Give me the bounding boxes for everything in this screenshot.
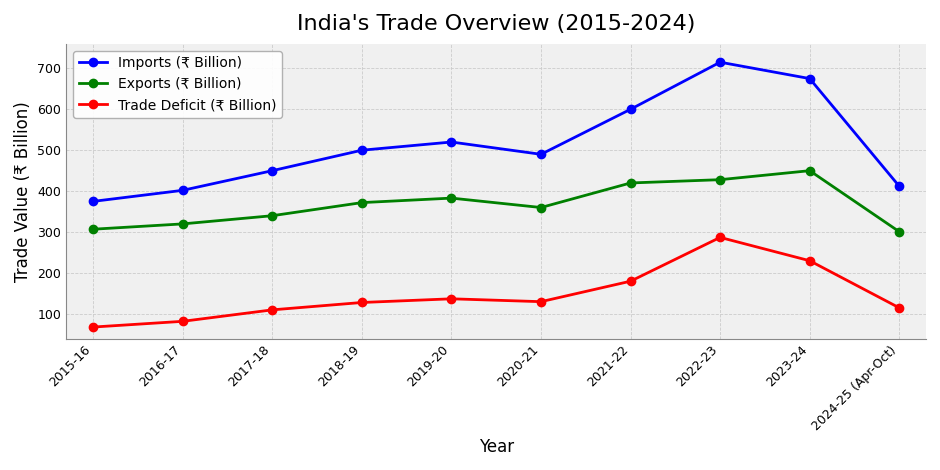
Line: Exports (₹ Billion): Exports (₹ Billion) bbox=[89, 166, 903, 236]
Imports (₹ Billion) bbox=[177, 188, 188, 193]
Imports (₹ Billion) bbox=[446, 139, 457, 145]
Trade Deficit (₹ Billion) bbox=[536, 299, 547, 305]
Exports (₹ Billion) bbox=[87, 227, 99, 232]
X-axis label: Year: Year bbox=[478, 438, 514, 456]
Exports (₹ Billion) bbox=[894, 229, 905, 235]
Imports (₹ Billion) bbox=[356, 148, 368, 153]
Trade Deficit (₹ Billion) bbox=[87, 324, 99, 330]
Imports (₹ Billion) bbox=[714, 59, 726, 65]
Line: Imports (₹ Billion): Imports (₹ Billion) bbox=[89, 58, 903, 205]
Imports (₹ Billion) bbox=[536, 151, 547, 157]
Trade Deficit (₹ Billion) bbox=[625, 278, 636, 284]
Trade Deficit (₹ Billion) bbox=[894, 305, 905, 311]
Exports (₹ Billion) bbox=[804, 168, 815, 173]
Imports (₹ Billion) bbox=[267, 168, 278, 173]
Title: India's Trade Overview (2015-2024): India's Trade Overview (2015-2024) bbox=[297, 14, 696, 34]
Exports (₹ Billion) bbox=[177, 221, 188, 227]
Imports (₹ Billion) bbox=[87, 198, 99, 204]
Y-axis label: Trade Value (₹ Billion): Trade Value (₹ Billion) bbox=[14, 101, 32, 282]
Exports (₹ Billion) bbox=[446, 195, 457, 201]
Imports (₹ Billion) bbox=[625, 106, 636, 112]
Exports (₹ Billion) bbox=[356, 200, 368, 205]
Line: Trade Deficit (₹ Billion): Trade Deficit (₹ Billion) bbox=[89, 233, 903, 331]
Exports (₹ Billion) bbox=[625, 180, 636, 186]
Trade Deficit (₹ Billion) bbox=[446, 296, 457, 302]
Legend: Imports (₹ Billion), Exports (₹ Billion), Trade Deficit (₹ Billion): Imports (₹ Billion), Exports (₹ Billion)… bbox=[73, 51, 282, 118]
Trade Deficit (₹ Billion) bbox=[714, 235, 726, 240]
Imports (₹ Billion) bbox=[894, 183, 905, 189]
Trade Deficit (₹ Billion) bbox=[804, 258, 815, 264]
Trade Deficit (₹ Billion) bbox=[267, 307, 278, 313]
Imports (₹ Billion) bbox=[804, 76, 815, 81]
Exports (₹ Billion) bbox=[267, 213, 278, 219]
Trade Deficit (₹ Billion) bbox=[177, 319, 188, 324]
Exports (₹ Billion) bbox=[714, 177, 726, 182]
Trade Deficit (₹ Billion) bbox=[356, 300, 368, 306]
Exports (₹ Billion) bbox=[536, 205, 547, 211]
